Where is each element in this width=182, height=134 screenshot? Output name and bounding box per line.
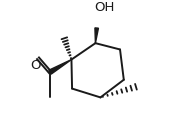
Polygon shape [95, 28, 98, 43]
Polygon shape [49, 60, 72, 74]
Text: O: O [31, 59, 41, 72]
Text: OH: OH [95, 1, 115, 14]
